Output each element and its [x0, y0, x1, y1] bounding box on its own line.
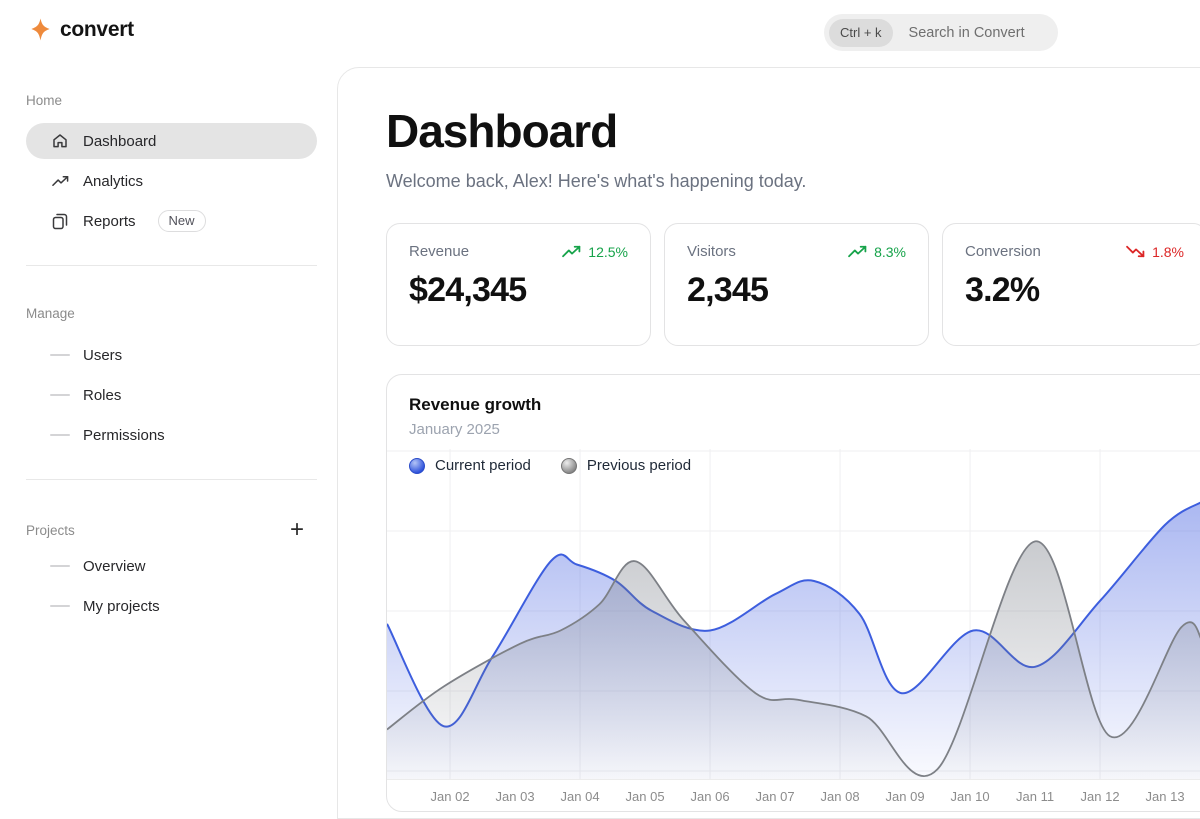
sidebar-item-my-projects[interactable]: My projects	[26, 586, 317, 626]
trending-up-icon	[848, 245, 867, 258]
dash-icon	[50, 345, 70, 365]
stat-value: 3.2%	[965, 271, 1040, 309]
sidebar-divider	[26, 479, 317, 480]
chart-title: Revenue growth	[409, 395, 542, 414]
sidebar-item-label: Roles	[83, 386, 122, 404]
sidebar-section-projects: Projects	[26, 522, 75, 538]
sidebar-item-permissions[interactable]: Permissions	[26, 415, 317, 455]
stat-value: 2,345	[687, 271, 769, 309]
sidebar-item-label: Users	[83, 346, 123, 364]
main-panel: Dashboard Welcome back, Alex! Here's wha…	[337, 67, 1200, 819]
sidebar-item-label: Overview	[83, 557, 146, 575]
axis-tick-label: Jan 06	[690, 789, 730, 804]
axis-tick-label: Jan 11	[1016, 789, 1055, 804]
home-icon	[50, 131, 70, 151]
axis-tick-label: Jan 03	[495, 789, 535, 804]
brand-logo: convert	[30, 17, 134, 43]
sidebar-item-label: Analytics	[83, 172, 144, 190]
axis-tick-label: Jan 12	[1080, 789, 1120, 804]
new-badge: New	[157, 210, 206, 232]
sidebar-item-dashboard[interactable]: Dashboard	[26, 123, 317, 159]
stat-card-revenue: Revenue 12.5% $24,345	[386, 223, 651, 346]
trending-up-icon	[562, 245, 581, 258]
stat-delta-value: 8.3%	[874, 243, 906, 260]
legend-label: Previous period	[586, 457, 692, 474]
revenue-growth-chart-card: Revenue growth January 2025 Current peri…	[386, 374, 1200, 812]
trending-up-icon	[50, 171, 70, 191]
sidebar-item-overview[interactable]: Overview	[26, 546, 317, 586]
stat-card-conversion: Conversion 1.8% 3.2%	[942, 223, 1200, 346]
stat-delta-value: 12.5%	[588, 243, 628, 260]
axis-tick-label: Jan 07	[755, 789, 795, 804]
search-placeholder: Search in Convert	[908, 24, 1025, 41]
stat-card-visitors: Visitors 8.3% 2,345	[664, 223, 929, 346]
sidebar-section-home: Home	[26, 93, 63, 108]
sidebar-item-label: Reports	[83, 212, 136, 230]
gray-series-dot-icon	[560, 457, 577, 474]
legend-current-period[interactable]: Current period	[409, 457, 531, 474]
chart-legend: Current period Previous period	[409, 457, 691, 474]
axis-tick-label: Jan 04	[560, 789, 600, 804]
stat-label: Revenue	[409, 243, 470, 260]
add-project-button[interactable]: +	[283, 516, 311, 544]
axis-tick-label: Jan 13	[1145, 789, 1185, 804]
axis-tick-label: Jan 02	[430, 789, 470, 804]
sidebar-item-users[interactable]: Users	[26, 335, 317, 375]
chart-plot-area: Current period Previous period	[387, 449, 1200, 779]
axis-tick-label: Jan 05	[625, 789, 665, 804]
sidebar: Home Dashboard Analytics Reports New Man…	[26, 67, 317, 626]
chart-x-axis: Jan 02 Jan 03 Jan 04 Jan 05 Jan 06 Jan 07 Jan …	[387, 779, 1200, 811]
axis-tick-label: Jan 08	[820, 789, 860, 804]
sidebar-item-roles[interactable]: Roles	[26, 375, 317, 415]
search-input[interactable]: Ctrl + k Search in Convert	[824, 14, 1058, 51]
legend-previous-period[interactable]: Previous period	[560, 457, 692, 474]
legend-label: Current period	[435, 457, 531, 474]
dash-icon	[50, 556, 70, 576]
axis-tick-label: Jan 09	[885, 789, 925, 804]
sidebar-item-label: Permissions	[83, 426, 165, 444]
stat-label: Visitors	[687, 243, 736, 260]
brand-name: convert	[60, 18, 134, 41]
welcome-message: Welcome back, Alex! Here's what's happen…	[386, 171, 807, 191]
copy-icon	[50, 211, 70, 231]
stats-row: Revenue 12.5% $24,345 Visitors	[386, 223, 1200, 346]
area-chart	[387, 449, 1200, 779]
top-bar: convert Ctrl + k Search in Convert	[0, 0, 1200, 67]
chart-subtitle: January 2025	[409, 421, 500, 438]
stat-delta-value: 1.8%	[1152, 243, 1184, 260]
sidebar-divider	[26, 265, 317, 266]
dash-icon	[50, 596, 70, 616]
sidebar-item-label: My projects	[83, 597, 160, 615]
sidebar-item-analytics[interactable]: Analytics	[26, 161, 317, 201]
dash-icon	[50, 385, 70, 405]
blue-series-dot-icon	[409, 457, 425, 474]
sidebar-section-manage: Manage	[26, 306, 75, 321]
trending-down-icon	[1126, 245, 1145, 258]
dash-icon	[50, 425, 70, 445]
page-title: Dashboard	[386, 105, 618, 157]
axis-tick-label: Jan 10	[950, 789, 990, 804]
stat-label: Conversion	[965, 243, 1041, 260]
sidebar-item-label: Dashboard	[83, 132, 157, 150]
sidebar-item-reports[interactable]: Reports New	[26, 201, 317, 241]
stat-value: $24,345	[409, 271, 527, 309]
keyboard-shortcut-badge: Ctrl + k	[829, 18, 893, 47]
sparkle-icon	[31, 18, 50, 41]
